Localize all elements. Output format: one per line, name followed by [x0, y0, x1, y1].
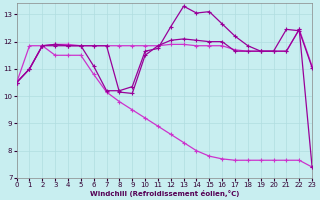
X-axis label: Windchill (Refroidissement éolien,°C): Windchill (Refroidissement éolien,°C) [90, 190, 239, 197]
